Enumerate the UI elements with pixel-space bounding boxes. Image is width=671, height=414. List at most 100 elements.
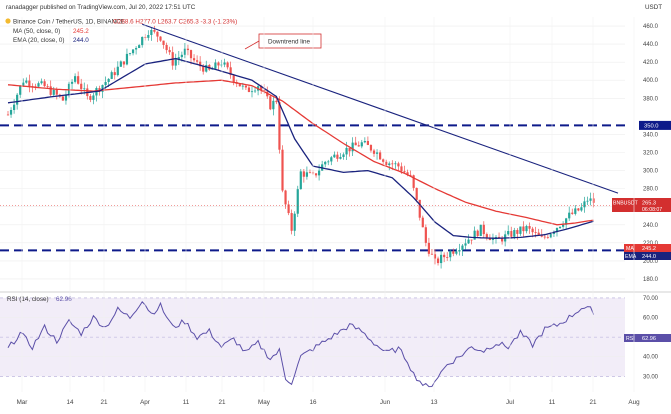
ma50-line: [7, 79, 594, 226]
candle-body: [46, 86, 49, 87]
candle-body: [89, 96, 92, 100]
candle-body: [229, 67, 232, 76]
price-badges: BNBUSDT 265.3 06:08:07 MA 245.2 EMA 244.…: [612, 198, 671, 260]
candle-body: [552, 232, 556, 234]
candle-body: [516, 230, 519, 234]
candle-body: [284, 190, 287, 205]
ema-badge-label: EMA: [625, 254, 637, 260]
ohlc-values: O268.6 H277.0 L263.7 C265.3 -3.3 (-1.23%…: [113, 19, 237, 26]
candle-body: [562, 224, 565, 227]
candle-body: [415, 187, 418, 200]
candle-body: [165, 44, 168, 51]
candle-body: [244, 85, 247, 88]
time-tick-label: Apr: [140, 399, 150, 406]
candle-body: [141, 36, 144, 46]
candle-body: [260, 86, 263, 91]
candle-body: [296, 189, 299, 214]
candle-body: [232, 75, 235, 83]
price-tick-label: 240.0: [643, 223, 659, 229]
ema-legend-label: EMA (20, close, 0): [13, 37, 64, 44]
candle-body: [13, 104, 16, 111]
candle-body: [403, 171, 406, 173]
candle-body: [314, 173, 318, 176]
candle-body: [580, 207, 583, 211]
candle-body: [77, 76, 80, 84]
candle-body: [107, 78, 110, 82]
rsi-tick-label: 60.00: [643, 316, 659, 322]
candle-body: [464, 243, 467, 246]
price-tick-label: 420.0: [643, 60, 659, 66]
candle-body: [119, 61, 122, 67]
candle-body: [479, 224, 482, 236]
candle-body: [531, 228, 534, 233]
candle-body: [6, 114, 10, 116]
time-tick-label: 11: [549, 399, 556, 406]
time-tick-label: Jul: [506, 399, 514, 406]
candle-body: [467, 239, 470, 244]
candle-body: [247, 87, 251, 92]
candle-body: [269, 96, 272, 110]
candle-body: [318, 170, 321, 176]
candle-body: [409, 174, 412, 176]
candle-body: [241, 85, 244, 87]
time-tick-label: Jun: [380, 399, 391, 406]
candle-body: [226, 62, 229, 68]
candle-body: [22, 82, 25, 86]
candle-body: [113, 72, 116, 76]
candle-body: [302, 171, 305, 177]
time-tick-label: 16: [309, 399, 317, 406]
candle-body: [43, 81, 46, 87]
candle-body: [220, 64, 223, 66]
candle-body: [430, 253, 434, 255]
rsi-legend-value: 62.96: [56, 296, 72, 303]
candle-body: [238, 83, 241, 87]
downtrend-annotation: Downtrend line: [244, 33, 322, 50]
price-tick-label: 320.0: [643, 151, 659, 157]
candle-body: [427, 242, 430, 254]
candle-body: [250, 91, 254, 93]
candle-body: [522, 226, 525, 232]
candle-body: [308, 172, 312, 174]
level-badge: [639, 120, 671, 130]
time-tick-label: 13: [430, 399, 438, 406]
candle-body: [589, 198, 592, 201]
ema20-line: [7, 57, 594, 239]
annotation-text: Downtrend line: [268, 39, 311, 46]
ma-legend-value: 245.2: [73, 28, 89, 35]
candle-body: [354, 142, 357, 146]
candle-body: [558, 226, 562, 229]
price-tick-label: 440.0: [643, 42, 659, 48]
candle-body: [25, 80, 28, 83]
candle-body: [418, 199, 421, 218]
rsi-badge-value: 62.96: [642, 336, 656, 342]
candle-body: [214, 62, 217, 69]
candle-body: [177, 57, 180, 60]
countdown-value: 06:08:07: [642, 207, 662, 213]
candle-body: [205, 64, 208, 72]
candle-body: [147, 34, 150, 38]
ema-badge-value: 244.0: [642, 254, 656, 260]
candle-body: [159, 36, 162, 41]
candle-body: [461, 245, 464, 251]
time-tick-label: 14: [66, 399, 74, 406]
downtrend-line: [142, 23, 619, 194]
candle-body: [379, 152, 382, 160]
candle-body: [153, 29, 156, 32]
candle-body: [9, 110, 13, 115]
candle-body: [455, 251, 458, 254]
price-tick-label: 280.0: [643, 187, 659, 193]
candle-body: [156, 31, 159, 37]
candle-body: [360, 142, 363, 147]
candle-body: [37, 83, 40, 87]
candle-body: [424, 227, 427, 243]
time-tick-label: 21: [218, 399, 226, 406]
candle-body: [388, 163, 391, 166]
time-tick-label: 11: [183, 399, 190, 406]
candle-body: [568, 212, 571, 219]
candle-body: [74, 76, 77, 82]
candle-body: [394, 163, 397, 165]
candle-body: [491, 238, 495, 241]
candle-body: [217, 62, 220, 66]
rsi-tick-label: 30.00: [643, 374, 659, 380]
candle-body: [52, 89, 55, 95]
